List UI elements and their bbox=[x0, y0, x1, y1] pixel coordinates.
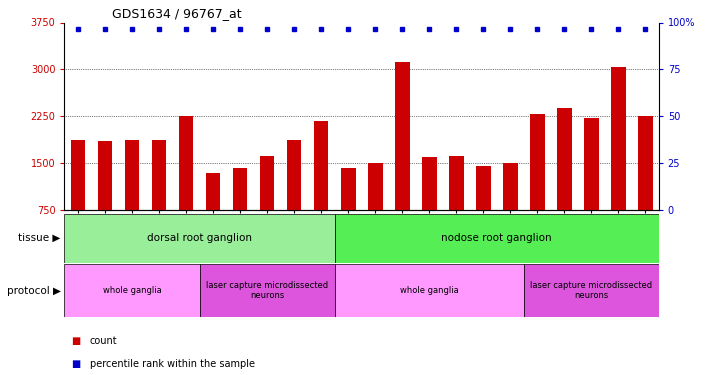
Text: nodose root ganglion: nodose root ganglion bbox=[441, 233, 552, 243]
Text: whole ganglia: whole ganglia bbox=[102, 286, 161, 295]
Bar bbox=[97, 141, 112, 210]
Bar bbox=[260, 156, 274, 210]
Bar bbox=[205, 172, 221, 210]
Bar bbox=[334, 214, 659, 262]
Bar bbox=[367, 163, 382, 210]
Bar bbox=[64, 264, 200, 317]
Bar bbox=[611, 67, 626, 210]
Text: whole ganglia: whole ganglia bbox=[400, 286, 458, 295]
Bar bbox=[286, 140, 301, 210]
Bar bbox=[422, 157, 437, 210]
Text: laser capture microdissected
neurons: laser capture microdissected neurons bbox=[530, 281, 652, 300]
Text: laser capture microdissected
neurons: laser capture microdissected neurons bbox=[206, 281, 328, 300]
Bar bbox=[395, 62, 410, 210]
Text: dorsal root ganglion: dorsal root ganglion bbox=[147, 233, 252, 243]
Bar bbox=[125, 140, 140, 210]
Text: protocol ▶: protocol ▶ bbox=[7, 286, 61, 296]
Text: count: count bbox=[90, 336, 117, 346]
Bar bbox=[64, 214, 334, 262]
Bar bbox=[314, 121, 329, 210]
Bar bbox=[475, 166, 490, 210]
Text: ■: ■ bbox=[72, 336, 81, 346]
Bar bbox=[557, 108, 571, 210]
Bar bbox=[233, 168, 248, 210]
Text: ■: ■ bbox=[72, 359, 81, 369]
Bar bbox=[584, 118, 599, 210]
Text: tissue ▶: tissue ▶ bbox=[19, 233, 61, 243]
Bar bbox=[152, 140, 166, 210]
Bar bbox=[70, 140, 85, 210]
Bar bbox=[503, 163, 518, 210]
Title: GDS1634 / 96767_at: GDS1634 / 96767_at bbox=[112, 7, 241, 20]
Text: percentile rank within the sample: percentile rank within the sample bbox=[90, 359, 254, 369]
Bar bbox=[530, 114, 545, 210]
Bar bbox=[449, 156, 463, 210]
Bar bbox=[200, 264, 334, 317]
Bar bbox=[523, 264, 659, 317]
Bar bbox=[334, 264, 523, 317]
Bar bbox=[638, 116, 653, 210]
Bar bbox=[341, 168, 356, 210]
Bar bbox=[178, 116, 193, 210]
